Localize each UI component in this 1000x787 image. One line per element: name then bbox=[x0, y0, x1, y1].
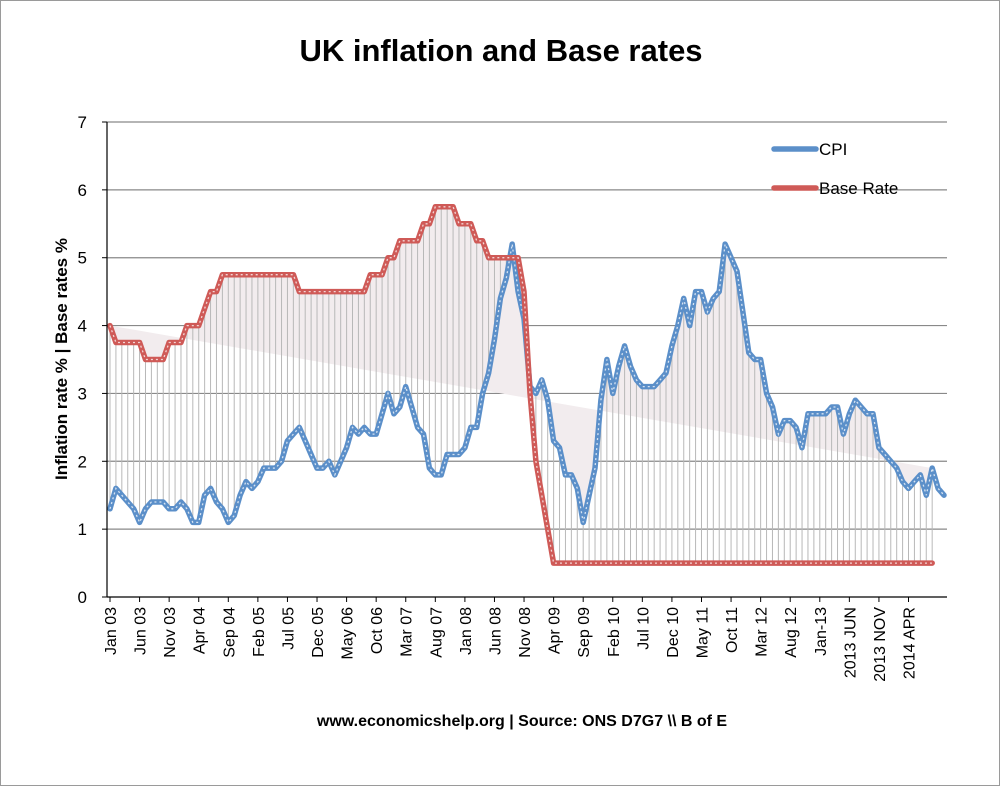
x-tick-label: Feb 10 bbox=[606, 607, 623, 657]
x-tick-label: Oct 11 bbox=[724, 607, 741, 653]
x-tick-label: Aug 07 bbox=[428, 607, 445, 658]
x-tick-label: May 06 bbox=[340, 607, 357, 660]
x-tick-label: Nov 03 bbox=[162, 607, 179, 658]
x-tick-label: Sep 09 bbox=[576, 607, 593, 658]
y-tick-label: 5 bbox=[78, 249, 87, 268]
x-tick-label: May 11 bbox=[695, 607, 712, 658]
x-tick-label: Jan 08 bbox=[458, 607, 475, 655]
x-tick-label: 2013 NOV bbox=[872, 607, 889, 682]
x-tick-label: Dec 10 bbox=[665, 607, 682, 658]
source-note: www.economicshelp.org | Source: ONS D7G7… bbox=[316, 713, 728, 730]
x-tick-label: Mar 07 bbox=[399, 607, 416, 657]
y-tick-labels: 0 1 2 3 4 5 6 7 bbox=[78, 113, 87, 607]
y-tick-label: 7 bbox=[78, 113, 87, 132]
x-tick-label: 2014 APR bbox=[902, 607, 919, 679]
x-tick-label: Jun 03 bbox=[133, 607, 150, 655]
x-tick-label: Jan-13 bbox=[813, 607, 830, 656]
x-tick-label: Apr 09 bbox=[547, 607, 564, 654]
x-tick-label: Dec 05 bbox=[310, 607, 327, 658]
y-tick-label: 0 bbox=[78, 588, 87, 607]
x-tick-label: Sep 04 bbox=[221, 607, 238, 658]
x-tick-label: 2013 JUN bbox=[842, 607, 859, 678]
high-low-band bbox=[110, 206, 933, 523]
y-tick-label: 6 bbox=[78, 181, 87, 200]
axes bbox=[102, 121, 947, 602]
y-tick-label: 1 bbox=[78, 520, 87, 539]
x-tick-label: Aug 12 bbox=[783, 607, 800, 658]
y-tick-label: 4 bbox=[78, 317, 87, 336]
x-tick-label: Feb 05 bbox=[251, 607, 268, 657]
chart-title: UK inflation and Base rates bbox=[299, 33, 702, 68]
y-axis-title: Inflation rate % | Base rates % bbox=[52, 238, 71, 480]
base-rate-series-highlight bbox=[109, 206, 933, 564]
x-tick-label: Jan 03 bbox=[103, 607, 120, 655]
x-tick-labels: Jan 03 Jun 03 Nov 03 Apr 04 Sep 04 Feb 05 Jul … bbox=[103, 607, 919, 682]
legend-label: CPI bbox=[819, 140, 847, 159]
x-tick-label: Oct 06 bbox=[369, 607, 386, 654]
x-tick-label: Jul 10 bbox=[635, 607, 652, 650]
y-tick-label: 3 bbox=[78, 384, 87, 403]
x-tick-label: Nov 08 bbox=[517, 607, 534, 658]
legend-label: Base Rate bbox=[819, 179, 898, 198]
x-tick-label: Jun 08 bbox=[488, 607, 505, 655]
y-tick-label: 2 bbox=[78, 452, 87, 471]
x-tick-label: Jul 05 bbox=[280, 607, 297, 650]
x-tick-label: Apr 04 bbox=[192, 607, 209, 654]
legend: CPI Base Rate bbox=[771, 140, 898, 198]
x-tick-label: Mar 12 bbox=[754, 607, 771, 657]
series-lines bbox=[107, 204, 947, 566]
drop-lines bbox=[109, 206, 933, 564]
